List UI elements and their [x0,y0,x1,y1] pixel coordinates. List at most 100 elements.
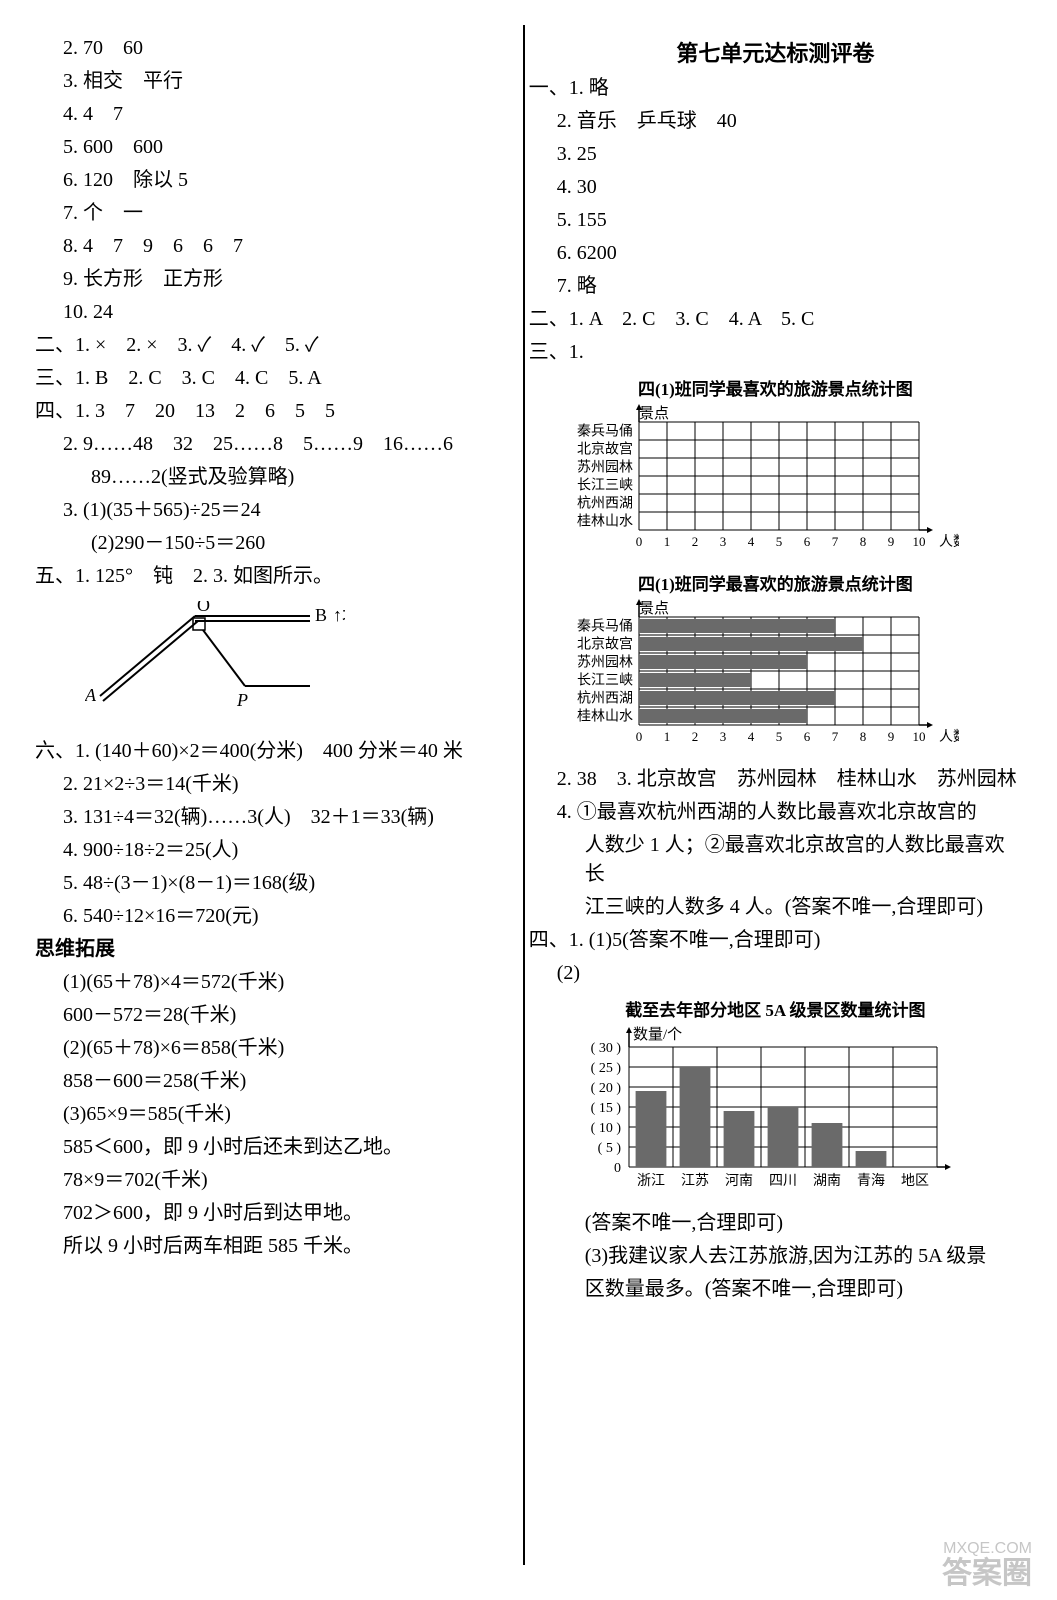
svg-text:苏州园林: 苏州园林 [577,460,633,476]
text-line: 江三峡的人数多 4 人。(答案不唯一,合理即可) [529,893,1022,922]
svg-text:长江三峡: 长江三峡 [577,673,633,689]
text-line: 4. ①最喜欢杭州西湖的人数比最喜欢北京故宫的 [529,798,1022,827]
text-line: 78×9＝702(千米) [35,1166,489,1195]
text-line: (2)290－150÷5＝260 [35,529,489,558]
text-line: 600－572＝28(千米) [35,1001,489,1030]
svg-text:10: 10 [912,729,925,744]
svg-text:( 25 ): ( 25 ) [590,1061,621,1076]
chart1-title: 四(1)班同学最喜欢的旅游景点统计图 [529,375,1022,400]
text-line: 3. 相交 平行 [35,67,489,96]
text-line: 9. 长方形 正方形 [35,265,489,294]
unit-title: 第七单元达标测评卷 [529,36,1022,68]
chart2-title: 四(1)班同学最喜欢的旅游景点统计图 [529,570,1022,595]
geometry-figure: O B ↑北 A P [85,601,489,727]
svg-text:景点: 景点 [639,405,669,422]
text-line: 4. 4 7 [35,100,489,129]
text-line: 2. 音乐 乒乓球 40 [529,107,1022,136]
svg-text:7: 7 [832,729,839,744]
label-O: O [197,601,210,615]
svg-text:3: 3 [720,729,727,744]
svg-text:河南: 河南 [725,1173,753,1189]
svg-text:北京故宫: 北京故宫 [577,442,633,458]
svg-text:4: 4 [748,729,755,744]
text-line: 858－600＝258(千米) [35,1067,489,1096]
text-line: 2. 70 60 [35,34,489,63]
svg-text:四川: 四川 [769,1174,797,1189]
text-line: 四、1. 3 7 20 13 2 6 5 5 [35,397,489,426]
text-line: 四、1. (1)5(答案不唯一,合理即可) [529,926,1022,955]
chart3-title: 截至去年部分地区 5A 级景区数量统计图 [529,996,1022,1021]
text-line: 区数量最多。(答案不唯一,合理即可) [529,1275,1022,1304]
svg-text:( 15 ): ( 15 ) [590,1101,621,1116]
svg-text:1: 1 [664,729,671,744]
text-line: (2) [529,959,1022,988]
svg-text:10: 10 [912,534,925,549]
svg-text:4: 4 [748,534,755,549]
svg-text:7: 7 [832,534,839,549]
text-line: 3. (1)(35＋565)÷25＝24 [35,496,489,525]
text-line: 六、1. (140＋60)×2＝400(分米) 400 分米＝40 米 [35,737,489,766]
svg-text:6: 6 [804,729,811,744]
chart3: 数量/个( 30 )( 25 )( 20 )( 15 )( 10 )( 5 )0… [559,1025,1022,1199]
svg-text:浙江: 浙江 [637,1173,665,1189]
text-line: 5. 600 600 [35,133,489,162]
label-north: ↑北 [333,605,345,625]
svg-text:秦兵马俑: 秦兵马俑 [577,424,633,440]
column-divider [523,25,525,1565]
text-line: 3. 25 [529,140,1022,169]
svg-text:数量/个: 数量/个 [633,1026,682,1043]
text-line: 89……2(竖式及验算略) [35,463,489,492]
text-line: 4. 30 [529,173,1022,202]
text-line: 五、1. 125° 钝 2. 3. 如图所示。 [35,562,489,591]
text-line: 2. 38 3. 北京故宫 苏州园林 桂林山水 苏州园林 [529,765,1022,794]
text-line: 2. 21×2÷3＝14(千米) [35,770,489,799]
svg-text:桂林山水: 桂林山水 [577,709,633,725]
left-column: 2. 70 603. 相交 平行4. 4 75. 600 6006. 120 除… [35,30,509,1570]
svg-text:桂林山水: 桂林山水 [577,514,633,530]
svg-text:景点: 景点 [639,600,669,617]
svg-text:杭州西湖: 杭州西湖 [577,691,633,707]
svg-text:( 20 ): ( 20 ) [590,1081,621,1096]
text-line: (1)(65＋78)×4＝572(千米) [35,968,489,997]
svg-text:6: 6 [804,534,811,549]
text-line: 5. 48÷(3－1)×(8－1)＝168(级) [35,869,489,898]
svg-text:9: 9 [888,729,895,744]
chart1: 景点秦兵马俑北京故宫苏州园林长江三峡杭州西湖桂林山水012345678910人数 [559,404,1022,560]
svg-text:人数: 人数 [939,729,959,745]
label-A: A [85,685,97,705]
svg-text:9: 9 [888,534,895,549]
text-line: 三、1. B 2. C 3. C 4. C 5. A [35,364,489,393]
svg-text:苏州园林: 苏州园林 [577,655,633,671]
svg-text:2: 2 [692,729,699,744]
svg-text:2: 2 [692,534,699,549]
text-line: 702＞600，即 9 小时后到达甲地。 [35,1199,489,1228]
svg-text:0: 0 [636,534,643,549]
svg-text:地区: 地区 [901,1173,929,1189]
text-line: 二、1. A 2. C 3. C 4. A 5. C [529,305,1022,334]
svg-text:青海: 青海 [857,1173,885,1189]
svg-text:( 30 ): ( 30 ) [590,1041,621,1056]
text-line: (3)我建议家人去江苏旅游,因为江苏的 5A 级景 [529,1242,1022,1271]
svg-text:人数: 人数 [939,534,959,550]
text-line: 一、1. 略 [529,74,1022,103]
svg-text:8: 8 [860,729,867,744]
text-line: 人数少 1 人；②最喜欢北京故宫的人数比最喜欢长 [529,831,1022,889]
label-P: P [236,690,248,710]
content-columns: 2. 70 603. 相交 平行4. 4 75. 600 6006. 120 除… [35,30,1022,1570]
svg-text:5: 5 [776,534,783,549]
svg-text:0: 0 [614,1161,621,1176]
text-line: 585＜600，即 9 小时后还未到达乙地。 [35,1133,489,1162]
text-line: 二、1. × 2. × 3. ✓ 4. ✓ 5. ✓ [35,331,489,360]
svg-text:杭州西湖: 杭州西湖 [577,496,633,512]
text-line: (答案不唯一,合理即可) [529,1209,1022,1238]
text-line: (3)65×9＝585(千米) [35,1100,489,1129]
svg-text:( 5 ): ( 5 ) [597,1141,621,1156]
text-line: 三、1. [529,338,1022,367]
svg-text:湖南: 湖南 [813,1173,841,1189]
text-line: 3. 131÷4＝32(辆)……3(人) 32＋1＝33(辆) [35,803,489,832]
svg-text:长江三峡: 长江三峡 [577,478,633,494]
svg-text:8: 8 [860,534,867,549]
text-line: 思维拓展 [35,935,489,964]
right-column: 第七单元达标测评卷 一、1. 略2. 音乐 乒乓球 403. 254. 305.… [509,30,1022,1570]
text-line: (2)(65＋78)×6＝858(千米) [35,1034,489,1063]
